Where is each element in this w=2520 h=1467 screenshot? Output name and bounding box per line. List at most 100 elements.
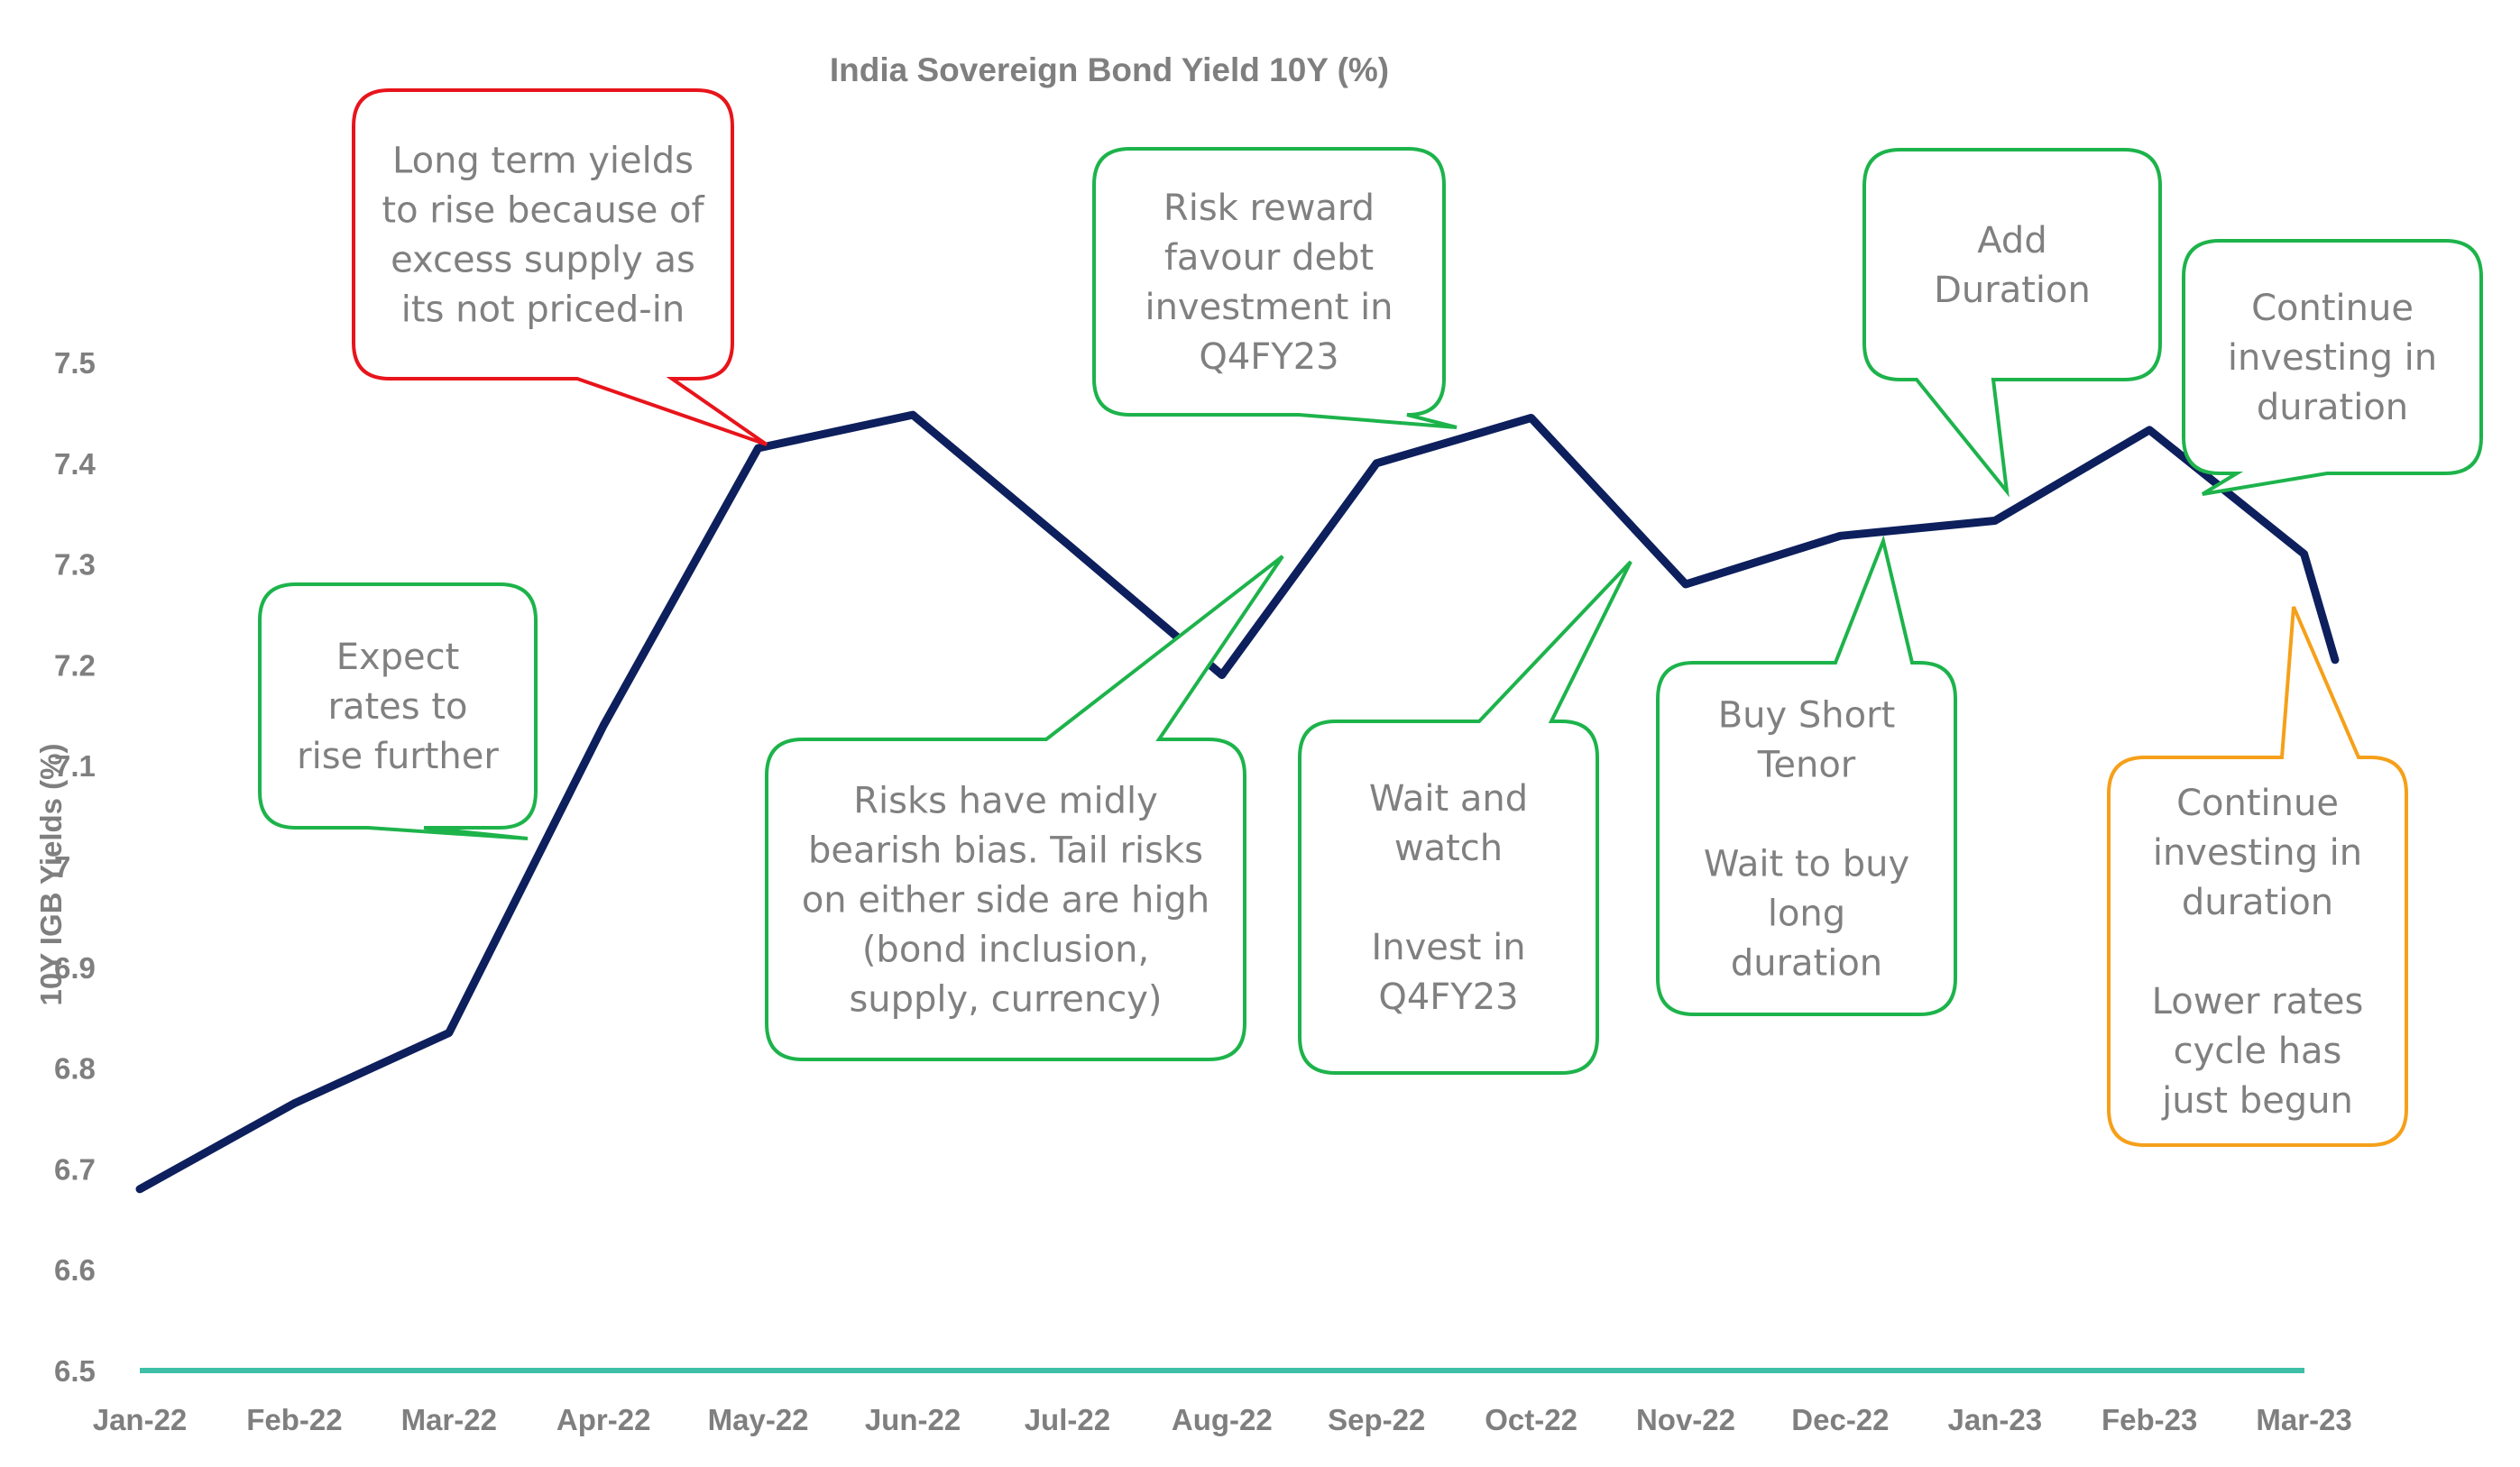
y-tick-label: 6.5 — [54, 1354, 96, 1388]
callout-text: Invest in — [1371, 927, 1525, 968]
callout: Wait and watch Invest in Q4FY23 — [1298, 560, 1632, 1075]
callout-text: cycle has — [2174, 1031, 2342, 1072]
x-tick-label: Oct-22 — [1485, 1403, 1577, 1436]
data-point — [139, 1187, 141, 1190]
callout-text: Risk reward — [1163, 188, 1375, 229]
callout: Risks have midly bearish bias. Tail risks… — [765, 555, 1284, 1061]
callout: Continue investing in duration — [2182, 239, 2483, 496]
callout-text: long — [1768, 894, 1845, 935]
callout: Buy Short Tenor Wait to buy long duration — [1656, 535, 1957, 1016]
callout-text: Wait and — [1369, 778, 1528, 820]
x-tick-label: Mar-23 — [2256, 1403, 2351, 1436]
callout-text: on either side are high — [802, 880, 1209, 921]
data-point — [447, 1031, 450, 1034]
callout-text: investment in — [1145, 287, 1393, 328]
callout-text: Continue — [2176, 783, 2339, 824]
callout-text: Q4FY23 — [1199, 336, 1338, 378]
callout-text: just begun — [2161, 1080, 2353, 1122]
series-line — [135, 410, 2340, 1194]
y-tick-label: 7.2 — [54, 648, 96, 682]
y-tick-label: 6.8 — [54, 1052, 96, 1086]
data-point — [602, 724, 605, 727]
y-tick-label: 7.4 — [54, 447, 97, 481]
x-tick-label: Jun-22 — [865, 1403, 961, 1436]
callout-text: Expect — [336, 637, 460, 678]
callout-text: duration — [1731, 943, 1882, 985]
callout-text: rates to — [328, 686, 468, 728]
callout-text: investing in — [2153, 832, 2362, 874]
x-tick-label: Dec-22 — [1791, 1403, 1889, 1436]
callout-text: Duration — [1934, 270, 2091, 311]
data-point — [2333, 658, 2336, 661]
y-axis-ticks: 6.5 6.6 6.7 6.8 6.9 7 7.1 7.2 7.3 7.4 7.5 — [54, 346, 97, 1388]
callout-text: (bond inclusion, — [862, 930, 1149, 971]
chart-title: India Sovereign Bond Yield 10Y (%) — [830, 51, 1389, 88]
callout-text: watch — [1394, 828, 1503, 869]
callout-bubble — [352, 88, 768, 446]
y-tick-label: 7 — [54, 850, 70, 884]
callout: Expect rates to rise further — [258, 582, 538, 840]
x-tick-label: Jan-22 — [93, 1403, 188, 1436]
data-point — [1066, 543, 1069, 546]
data-point — [1375, 462, 1378, 464]
y-tick-label: 7.1 — [54, 749, 96, 783]
callout-bubble — [1656, 535, 1957, 1016]
callout-text: Q4FY23 — [1378, 976, 1518, 1018]
callout-text: supply, currency) — [849, 979, 1162, 1021]
x-tick-label: Jan-23 — [1948, 1403, 2043, 1436]
x-axis-ticks: Jan-22 Feb-22 Mar-22 Apr-22 May-22 Jun-22 Jul-… — [93, 1403, 2352, 1436]
x-tick-label: Feb-23 — [2102, 1403, 2197, 1436]
callout-text: Risks have midly — [853, 781, 1158, 822]
callout-bubble — [258, 582, 538, 840]
callout-text: Lower rates — [2152, 981, 2364, 1022]
y-tick-label: 7.3 — [54, 548, 96, 582]
x-tick-label: Feb-22 — [246, 1403, 342, 1436]
callout-bubble — [1092, 147, 1458, 429]
callout: Long term yields to rise because of excess… — [352, 88, 768, 446]
callout-text: excess supply as — [391, 240, 695, 281]
callout-text: Tenor — [1757, 745, 1856, 786]
callout: Risk reward favour debt investment in Q4FY2… — [1092, 147, 1458, 429]
data-point — [293, 1102, 296, 1105]
callout-text: Long term yields — [392, 141, 694, 182]
x-tick-label: Mar-22 — [401, 1403, 497, 1436]
callout-bubble — [2107, 606, 2408, 1147]
data-point — [1839, 535, 1842, 537]
callout-text: its not priced-in — [401, 289, 685, 331]
x-tick-label: Nov-22 — [1636, 1403, 1735, 1436]
callout: Add Duration — [1862, 148, 2162, 498]
callout-text: Buy Short — [1718, 695, 1896, 737]
callout-bubble — [1862, 148, 2162, 498]
callout-text: investing in — [2228, 337, 2437, 379]
x-tick-label: Aug-22 — [1172, 1403, 1273, 1436]
series-points — [139, 414, 2336, 1190]
data-point — [2303, 553, 2305, 555]
data-point — [757, 447, 759, 450]
y-tick-label: 6.6 — [54, 1253, 96, 1287]
callout-bubble — [765, 555, 1284, 1061]
y-tick-label: 6.9 — [54, 951, 96, 985]
y-axis-label: 10Y IGB Yields (%) — [34, 743, 68, 1005]
x-tick-label: Sep-22 — [1328, 1403, 1425, 1436]
data-point — [1220, 674, 1223, 676]
y-tick-label: 6.7 — [54, 1152, 96, 1186]
x-tick-label: Jul-22 — [1025, 1403, 1110, 1436]
callout-bubble — [2182, 239, 2483, 496]
data-point — [1993, 519, 1996, 522]
x-tick-label: May-22 — [708, 1403, 809, 1436]
callout-bubble — [1298, 560, 1632, 1075]
annotation-callouts: Long term yields to rise because of excess… — [258, 88, 2483, 1147]
y-tick-label: 7.5 — [54, 346, 96, 380]
callout-text: duration — [2257, 387, 2408, 428]
callout-text: Continue — [2251, 288, 2414, 329]
data-point — [912, 414, 914, 417]
callout: Continue investing in duration Lower rates c… — [2107, 606, 2408, 1147]
x-tick-label: Apr-22 — [556, 1403, 651, 1436]
callout-text: to rise because of — [382, 190, 704, 232]
callout-text: rise further — [297, 736, 499, 777]
callout-text: Wait to buy — [1704, 844, 1909, 885]
callout-text: favour debt — [1164, 237, 1374, 279]
callout-text: Add — [1977, 220, 2046, 261]
data-point — [2148, 428, 2151, 431]
